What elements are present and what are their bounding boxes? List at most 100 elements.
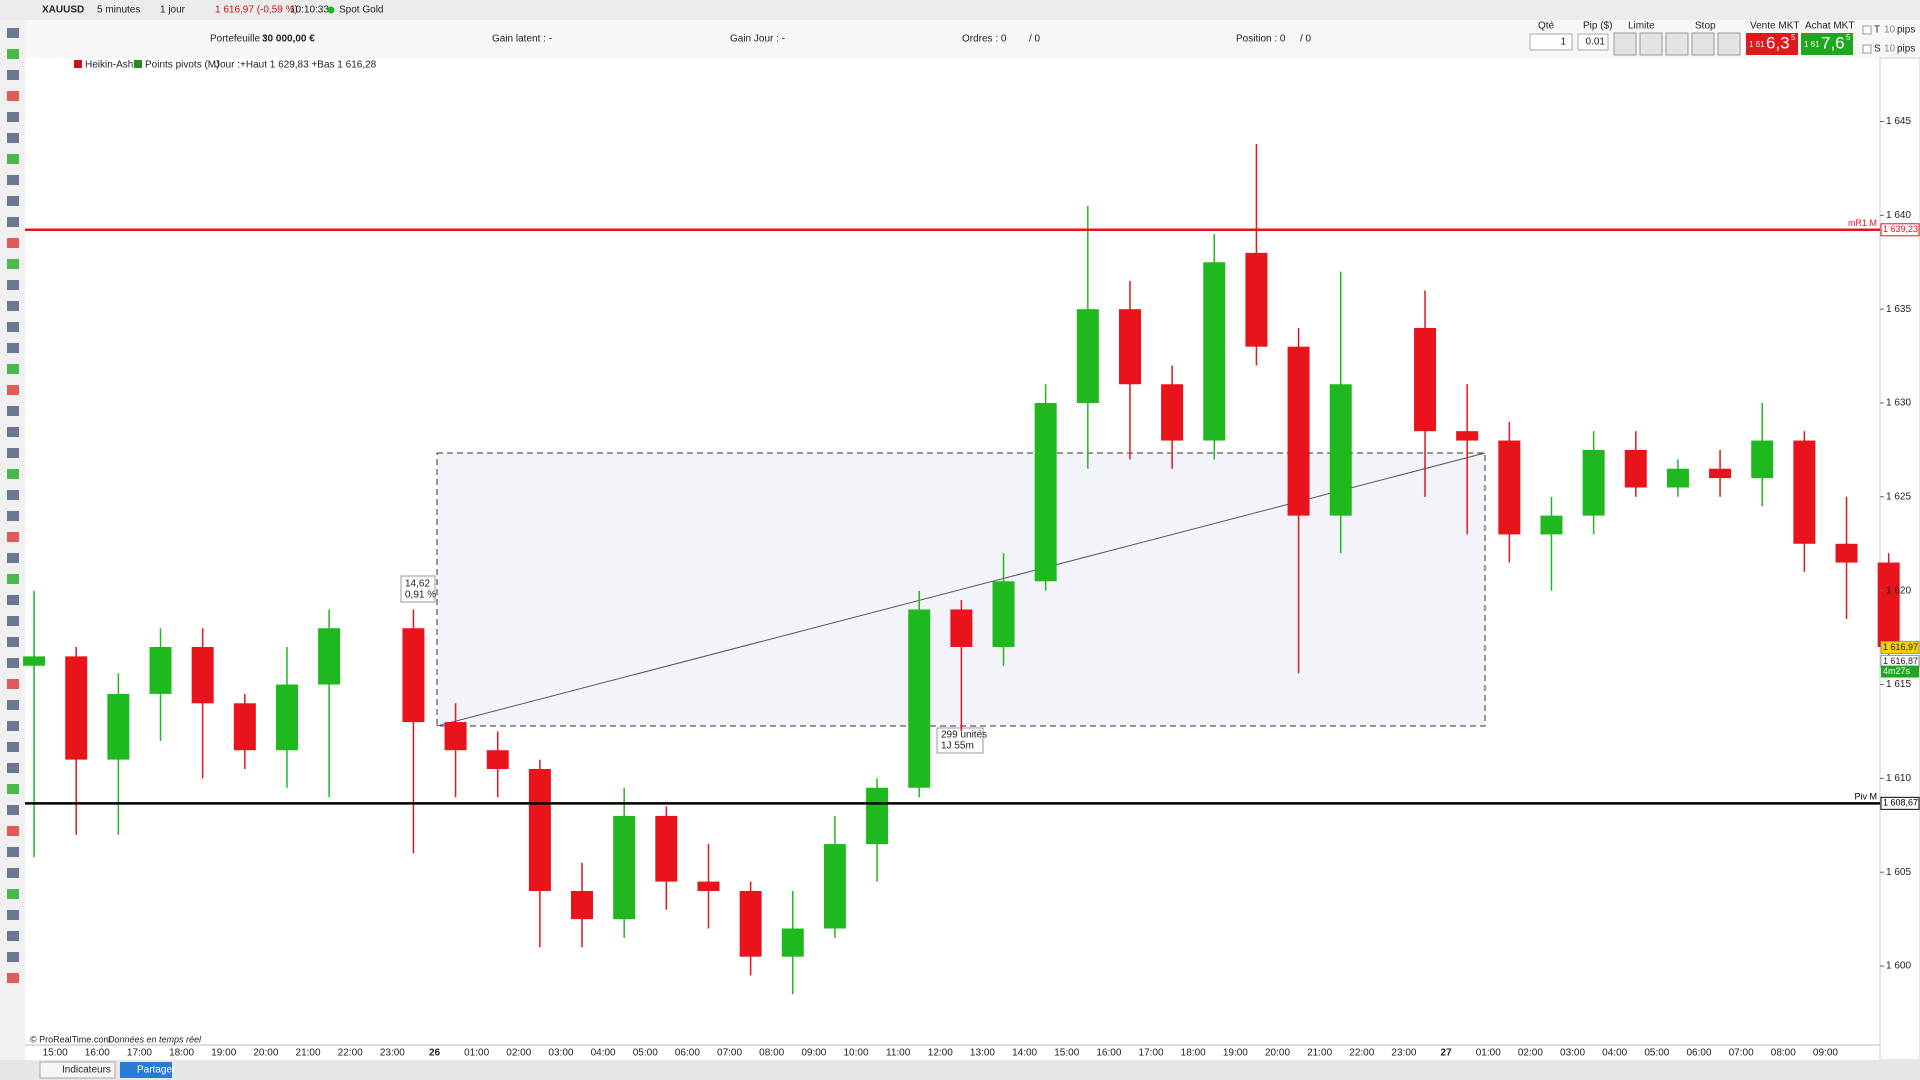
x-tick-label: 17:00 [127, 1048, 152, 1059]
tool-icon [7, 532, 19, 542]
measure-duration: 1J 55m [941, 741, 974, 752]
period[interactable]: 1 jour [160, 5, 186, 16]
candle-body [1709, 468, 1732, 479]
indicators-button[interactable] [39, 1061, 116, 1079]
x-tick-label: 07:00 [717, 1048, 742, 1059]
tool-icon [7, 826, 19, 836]
indicator[interactable]: Points pivots (M) [145, 60, 219, 71]
s-check[interactable] [1862, 44, 1872, 54]
tool-icon [7, 595, 19, 605]
style-icon [74, 60, 82, 68]
x-tick-label: 13:00 [970, 1048, 995, 1059]
tool-icon [7, 700, 19, 710]
pivot-name: Piv M [1855, 792, 1878, 802]
timeframe[interactable]: 5 minutes [97, 5, 140, 16]
tool-icon [7, 553, 19, 563]
position: Position : 0 [1236, 34, 1286, 45]
y-tick-label: 1 635 [1886, 304, 1911, 315]
portfolio-label: Portefeuille : [210, 34, 266, 45]
x-tick-label: 06:00 [675, 1048, 700, 1059]
pivot-tag [1880, 223, 1920, 237]
sell-prefix: 1 61 [1749, 40, 1765, 49]
tool-icon [7, 427, 19, 437]
t-pips: 10 [1884, 25, 1896, 36]
candle-body [1666, 468, 1689, 488]
x-tick-label: 22:00 [1349, 1048, 1374, 1059]
limit-buy[interactable] [1613, 32, 1637, 56]
x-tick-label: 04:00 [591, 1048, 616, 1059]
x-tick-label: 15:00 [1054, 1048, 1079, 1059]
measure-percent: 0,91 % [405, 590, 436, 601]
indicator-icon [134, 60, 142, 68]
limit-label: Limite [1628, 21, 1655, 32]
candle-body [1203, 262, 1226, 441]
buy-main: 7,6 [1821, 33, 1845, 52]
candle-body [992, 581, 1015, 647]
candle-body [1076, 309, 1099, 404]
price-axis [1879, 57, 1920, 1061]
limit-sell[interactable] [1639, 32, 1663, 56]
candle-body [191, 646, 214, 704]
stop-buy[interactable] [1665, 32, 1689, 56]
tool-icon [7, 280, 19, 290]
symbol[interactable]: XAUUSD [42, 5, 84, 16]
tool-icon [7, 49, 19, 59]
pivot-tag [1880, 796, 1920, 810]
qty: 1 [1560, 37, 1566, 48]
pip-input[interactable] [1577, 33, 1609, 51]
candle-body [613, 815, 636, 920]
candle-body [1793, 440, 1816, 544]
tool-icon [7, 931, 19, 941]
tool-icon [7, 385, 19, 395]
stop-sell[interactable] [1691, 32, 1715, 56]
candle-body [655, 815, 678, 882]
tool-icon [7, 847, 19, 857]
chart-style[interactable]: Heikin-Ashi [85, 60, 136, 71]
position-total: / 0 [1300, 34, 1312, 45]
tool-icon [7, 490, 19, 500]
candle-body [444, 722, 467, 751]
candle-body [1751, 440, 1774, 479]
pip-label: Pip ($) [1583, 21, 1612, 32]
y-tick-label: 1 630 [1886, 398, 1911, 409]
candle-body [1456, 431, 1479, 441]
x-tick-label: 06:00 [1686, 1048, 1711, 1059]
x-tick-label: 16:00 [1096, 1048, 1121, 1059]
x-tick-label: 19:00 [1223, 1048, 1248, 1059]
stop-other[interactable] [1717, 32, 1741, 56]
indicators[interactable]: Indicateurs [62, 1065, 111, 1076]
x-tick-label: 08:00 [1771, 1048, 1796, 1059]
tool-icon [7, 805, 19, 815]
tool-icon [7, 217, 19, 227]
share-button[interactable] [120, 1062, 172, 1078]
x-tick-label: 11:00 [886, 1048, 911, 1059]
tool-icon [7, 721, 19, 731]
pivot-label: 1 608,67 [1883, 798, 1918, 808]
t-check[interactable] [1862, 25, 1872, 35]
orders: Ordres : 0 [962, 34, 1007, 45]
tool-icon [7, 196, 19, 206]
buy-button[interactable] [1801, 33, 1853, 55]
buy-sup: 5 [1846, 33, 1851, 42]
plot [23, 144, 1900, 995]
x-tick-label: 15:00 [43, 1048, 68, 1059]
day-range: Jour :+Haut 1 629,83 +Bas 1 616,28 [215, 60, 377, 71]
buy-label: Achat MKT [1805, 21, 1854, 32]
candle-body [1624, 449, 1647, 488]
x-tick-label: 18:00 [169, 1048, 194, 1059]
sell-button[interactable] [1746, 33, 1798, 55]
candle-body [1034, 403, 1057, 582]
share[interactable]: Partager [137, 1065, 176, 1076]
tool-icon [7, 511, 19, 521]
x-tick-label: 14:00 [1012, 1048, 1037, 1059]
candle-body [571, 890, 594, 920]
candle-body [1877, 562, 1900, 647]
x-tick-label: 17:00 [1139, 1048, 1164, 1059]
candle-body [233, 703, 256, 751]
sell-label: Vente MKT [1750, 21, 1799, 32]
tool-icon [7, 679, 19, 689]
qty-input[interactable] [1529, 33, 1573, 51]
x-tick-label: 05:00 [1644, 1048, 1669, 1059]
x-tick-label: 16:00 [85, 1048, 110, 1059]
